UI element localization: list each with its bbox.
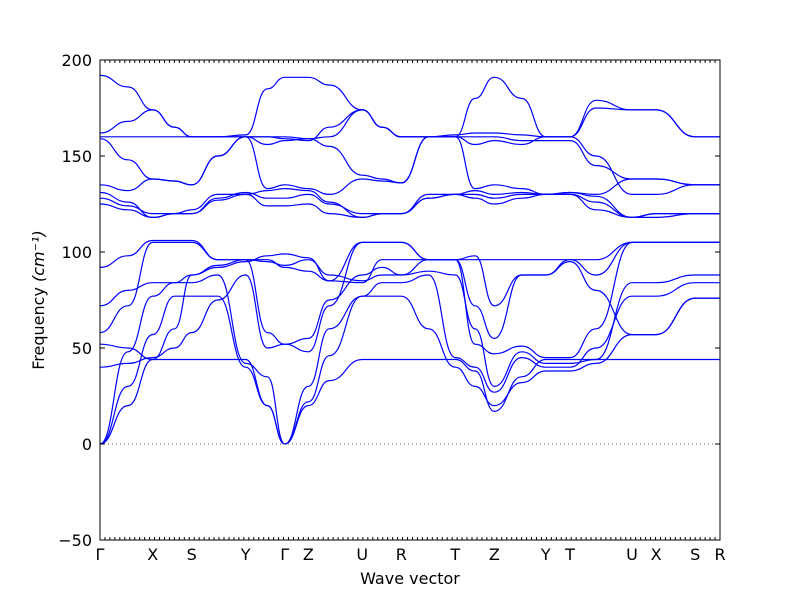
x-tick-label: X bbox=[147, 545, 158, 564]
phonon-band-1 bbox=[99, 358, 720, 445]
x-tick-label: U bbox=[356, 545, 368, 564]
y-tick-label: 50 bbox=[72, 339, 92, 358]
y-tick-label: 150 bbox=[61, 147, 92, 166]
y-axis-ticks: −50 0 50 100 150 200 bbox=[58, 51, 720, 550]
phonon-band-12 bbox=[99, 136, 720, 196]
x-tick-label: Γ bbox=[96, 545, 105, 564]
x-axis-label: Wave vector bbox=[360, 569, 460, 588]
x-tick-label: R bbox=[396, 545, 407, 564]
x-tick-label: R bbox=[714, 545, 725, 564]
x-tick-label: T bbox=[449, 545, 460, 564]
phonon-band-3 bbox=[99, 274, 720, 445]
phonon-band-16 bbox=[99, 74, 721, 138]
phonon-band-7 bbox=[99, 241, 720, 307]
phonon-band-15 bbox=[99, 107, 721, 184]
x-tick-label: S bbox=[690, 545, 700, 564]
x-tick-label: X bbox=[651, 545, 662, 564]
x-tick-label: Z bbox=[489, 545, 500, 564]
phonon-band-8 bbox=[99, 239, 720, 307]
phonon-band-6 bbox=[99, 241, 720, 340]
x-tick-label: Γ bbox=[280, 545, 289, 564]
x-tick-label: T bbox=[564, 545, 575, 564]
y-axis-label-text: Frequency bbox=[29, 287, 48, 370]
band-lines bbox=[99, 74, 721, 445]
y-tick-label: −50 bbox=[58, 531, 92, 550]
x-tick-label: Z bbox=[303, 545, 314, 564]
x-tick-label: Y bbox=[240, 545, 251, 564]
y-axis-label: Frequency (cm⁻¹) bbox=[29, 230, 48, 369]
x-tick-label: S bbox=[187, 545, 197, 564]
x-tick-label: Y bbox=[540, 545, 551, 564]
phonon-band-11 bbox=[99, 187, 720, 219]
phonon-band-14 bbox=[100, 109, 720, 196]
y-tick-label: 0 bbox=[82, 435, 92, 454]
phonon-band-4 bbox=[99, 266, 720, 388]
phonon-band-2 bbox=[99, 295, 720, 445]
x-tick-label: U bbox=[626, 545, 638, 564]
y-axis-label-unit: (cm⁻¹) bbox=[29, 230, 48, 282]
phonon-band-10 bbox=[99, 191, 720, 219]
plot-frame bbox=[99, 59, 721, 541]
y-tick-label: 100 bbox=[61, 243, 92, 262]
y-tick-label: 200 bbox=[61, 51, 92, 70]
